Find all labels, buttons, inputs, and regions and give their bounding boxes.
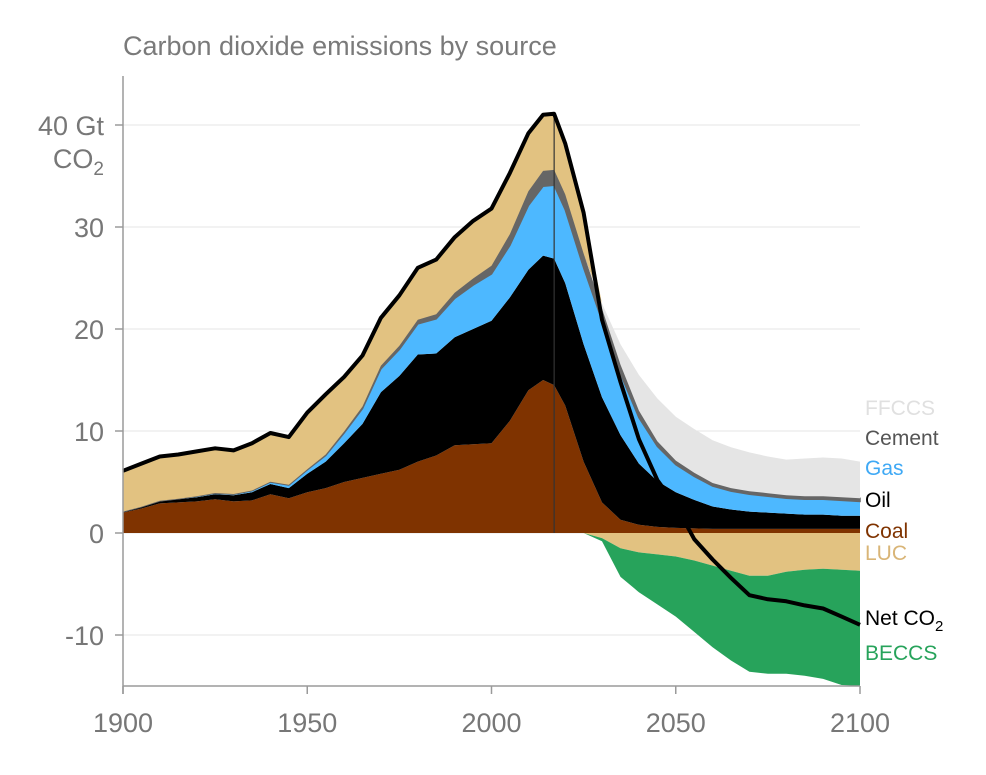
x-tick-label: 1900 [93, 708, 153, 738]
chart-title: Carbon dioxide emissions by source [123, 31, 557, 61]
area-luc-negative [123, 533, 860, 576]
area-coal [123, 380, 860, 533]
y-ticks: -10 0 10 20 30 [65, 124, 123, 651]
legend-beccs: BECCS [865, 642, 937, 665]
area-ffccs [123, 169, 860, 512]
y-tick-label: 10 [74, 417, 104, 447]
stacked-areas [122, 113, 861, 686]
area-beccs [123, 533, 860, 686]
y-unit-co: CO [53, 144, 94, 174]
x-tick-label: 2100 [830, 708, 890, 738]
x-tick-label: 1950 [277, 708, 337, 738]
y-tick-label: 20 [74, 315, 104, 345]
y-tick-label: -10 [65, 621, 104, 651]
y-axis-unit-co2: CO2 [53, 144, 104, 180]
legend-oil: Oil [865, 489, 891, 512]
net-co2-line [122, 111, 861, 627]
legend-net-co: Net CO2 [865, 607, 943, 635]
legend-ffccs: FFCCS [865, 397, 935, 420]
area-cement [122, 169, 861, 513]
legend-gas: Gas [865, 457, 904, 480]
x-tick-label: 2050 [646, 708, 706, 738]
legend-coal: Coal [865, 520, 908, 543]
legend-luc: LUC [865, 542, 907, 565]
area-luc-positive [123, 113, 860, 512]
legend-cement: Cement [865, 427, 939, 450]
area-oil [123, 255, 860, 529]
y-axis-unit-label: 40 Gt [38, 111, 105, 141]
x-tick-label: 2000 [461, 708, 521, 738]
x-ticks: 1900 1950 2000 2050 2100 [93, 686, 890, 738]
y-unit-sub: 2 [93, 159, 104, 180]
y-tick-label: 30 [74, 213, 104, 243]
y-tick-label: 0 [89, 519, 104, 549]
